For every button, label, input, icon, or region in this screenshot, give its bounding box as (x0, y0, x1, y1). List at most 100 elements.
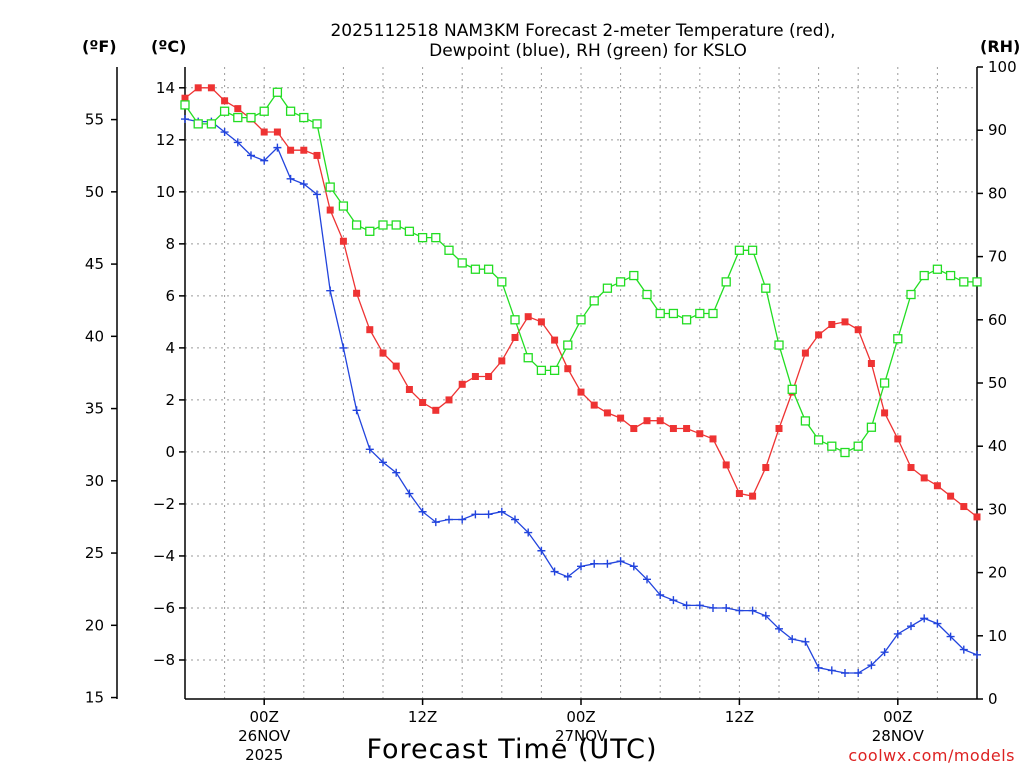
dewpoint-point (788, 635, 797, 644)
rh-point (813, 435, 824, 445)
rh-point (444, 245, 454, 255)
dewpoint-point (273, 143, 282, 152)
temperature-point (273, 128, 281, 136)
x-tick-date: 27NOV (555, 727, 608, 745)
fahrenheit-tick-label: 35 (85, 400, 104, 418)
rh-tick-label: 30 (988, 500, 1007, 518)
dewpoint-point (814, 663, 823, 672)
rh-point (457, 258, 467, 268)
x-tick-label: 00Z (566, 708, 595, 726)
rh-point (576, 315, 586, 325)
temperature-point (366, 326, 374, 334)
celsius-tick-label: 12 (156, 131, 175, 149)
rh-tick-label: 0 (988, 690, 998, 708)
celsius-tick-label: 8 (165, 235, 175, 253)
temperature-point (221, 97, 229, 105)
rh-point (668, 308, 679, 319)
rh-point (681, 315, 692, 325)
rh-point (932, 264, 943, 274)
rh-point (497, 277, 507, 287)
temperature-point (894, 435, 902, 443)
rh-point (483, 264, 494, 274)
dewpoint-point (893, 629, 902, 638)
rh-point (747, 245, 758, 255)
temperature-point (326, 206, 334, 214)
fahrenheit-tick-label: 25 (85, 544, 104, 562)
celsius-tick-label: −8 (153, 651, 175, 669)
temperature-point (405, 386, 413, 394)
rh-point (879, 378, 890, 388)
rh-point (959, 277, 969, 287)
rh-point (589, 296, 599, 306)
fahrenheit-tick-label: 20 (85, 616, 104, 634)
rh-point (563, 340, 573, 350)
dewpoint-point (484, 510, 493, 519)
temperature-point (260, 128, 268, 136)
dewpoint-point (775, 624, 783, 633)
celsius-tick-label: 0 (165, 443, 175, 461)
dewpoint-point (339, 343, 348, 352)
rh-tick-label: 100 (988, 58, 1017, 76)
dewpoint-point (854, 668, 863, 677)
dewpoint-point (379, 458, 387, 467)
temperature-point (339, 237, 347, 245)
temperature-point (696, 430, 704, 438)
temperature-point (881, 409, 889, 417)
rh-tick-label: 10 (988, 627, 1007, 645)
fahrenheit-tick-label: 45 (85, 255, 104, 273)
dewpoint-point (431, 518, 440, 527)
axes: 55504540353025201514121086420−2−4−6−8100… (85, 58, 1017, 764)
temperature-point (445, 396, 453, 404)
temperature-point (656, 417, 664, 425)
celsius-tick-label: 14 (156, 79, 175, 97)
dewpoint-point (537, 546, 546, 555)
rh-point (351, 220, 362, 230)
dewpoint-point (418, 507, 427, 516)
dewpoint-point (458, 515, 467, 524)
rh-point (734, 245, 745, 255)
dewpoint-point (761, 611, 770, 620)
temperature-point (392, 362, 400, 370)
dewpoint-point (392, 468, 401, 477)
rh-point (629, 270, 639, 281)
dewpoint-point (880, 648, 889, 657)
rh-point (893, 334, 903, 344)
dewpoint-point (669, 596, 678, 605)
rh-point (312, 119, 322, 129)
x-tick-label: 00Z (250, 708, 279, 726)
dewpoint-point (643, 575, 651, 584)
temperature-point (854, 326, 862, 334)
rh-tick-label: 50 (988, 374, 1007, 392)
dewpoint-point (959, 645, 968, 654)
temperature-point (815, 331, 823, 339)
temperature-point (630, 425, 638, 433)
temperature-point (643, 417, 651, 425)
dewpoint-point (827, 666, 836, 675)
temperature-point (947, 492, 955, 500)
x-tick-date: 28NOV (872, 727, 925, 745)
rh-point (523, 353, 533, 363)
rh-point (378, 220, 388, 230)
dewpoint-point (233, 138, 242, 147)
temperature-point (749, 492, 757, 500)
temperature-point (828, 320, 836, 328)
rh-point (945, 270, 956, 281)
dewpoint-point (524, 528, 533, 537)
temperature-point (775, 425, 783, 433)
dewpoint-point (405, 489, 414, 498)
temperature-point (379, 349, 387, 357)
rh-point (906, 289, 916, 300)
rh-point (536, 365, 547, 376)
dewpoint-point (603, 559, 612, 568)
temperature-point (709, 435, 717, 443)
dewpoint-point (695, 601, 704, 610)
temperature-point (524, 313, 532, 321)
temperature-point (419, 399, 427, 407)
dewpoint-point (616, 557, 625, 566)
rh-point (549, 365, 560, 376)
rh-point (800, 416, 811, 426)
celsius-tick-label: −4 (153, 547, 175, 565)
dewpoint-point (577, 562, 585, 571)
rh-point (602, 283, 613, 293)
celsius-tick-label: 2 (165, 391, 175, 409)
